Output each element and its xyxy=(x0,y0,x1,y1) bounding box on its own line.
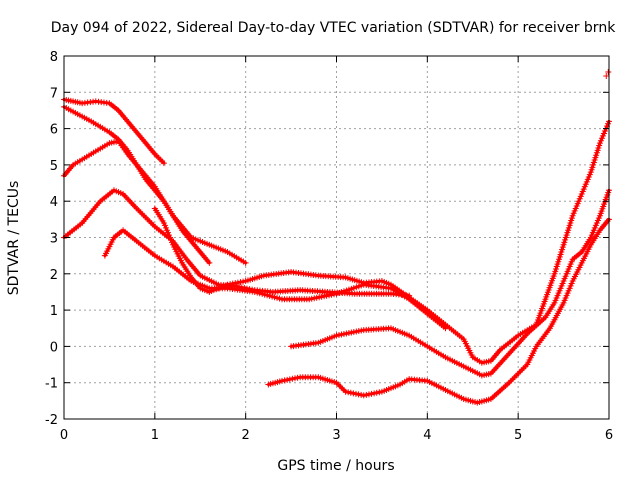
y-tick-label: 7 xyxy=(50,86,58,101)
series-track-1 xyxy=(61,96,167,167)
y-tick-label: 8 xyxy=(50,50,58,65)
x-tick-label: 4 xyxy=(423,428,431,443)
data-series xyxy=(61,68,612,406)
series-track-7 xyxy=(288,187,612,379)
x-tick-label: 6 xyxy=(605,428,613,443)
y-tick-label: 6 xyxy=(50,123,58,138)
x-axis-label: GPS time / hours xyxy=(277,458,394,474)
series-line xyxy=(62,139,211,265)
series-line xyxy=(153,119,611,365)
x-tick-label: 3 xyxy=(332,428,340,443)
series-line xyxy=(103,228,447,330)
x-tick-label: 0 xyxy=(60,428,68,443)
y-tick-label: 3 xyxy=(50,232,58,247)
series-track-8 xyxy=(265,216,612,406)
y-tick-label: 5 xyxy=(50,159,58,174)
series-markers xyxy=(151,118,612,366)
y-tick-label: 0 xyxy=(50,340,58,355)
series-markers xyxy=(603,68,612,79)
y-tick-label: 2 xyxy=(50,268,58,283)
series-track-5 xyxy=(101,227,449,332)
x-tick-label: 2 xyxy=(242,428,250,443)
y-tick-label: 1 xyxy=(50,304,58,319)
series-line xyxy=(289,188,611,377)
y-tick-label: -1 xyxy=(45,377,58,392)
series-markers xyxy=(288,187,612,379)
grid xyxy=(64,56,609,419)
series-outlier xyxy=(603,68,612,79)
series-track-3 xyxy=(61,138,213,266)
chart-title: Day 094 of 2022, Sidereal Day-to-day VTE… xyxy=(51,20,616,36)
y-tick-label: -2 xyxy=(45,413,58,428)
y-tick-label: 4 xyxy=(50,195,58,210)
y-axis-label: SDTVAR / TECUs xyxy=(6,181,22,296)
x-tick-label: 5 xyxy=(514,428,522,443)
x-tick-label: 1 xyxy=(151,428,159,443)
series-markers xyxy=(101,227,449,332)
series-markers xyxy=(265,216,612,406)
axis-ticks: 0 1 2 3 4 5 6 -2 -1 0 1 2 3 4 5 6 7 8 xyxy=(45,50,613,443)
series-track-6 xyxy=(151,118,612,366)
